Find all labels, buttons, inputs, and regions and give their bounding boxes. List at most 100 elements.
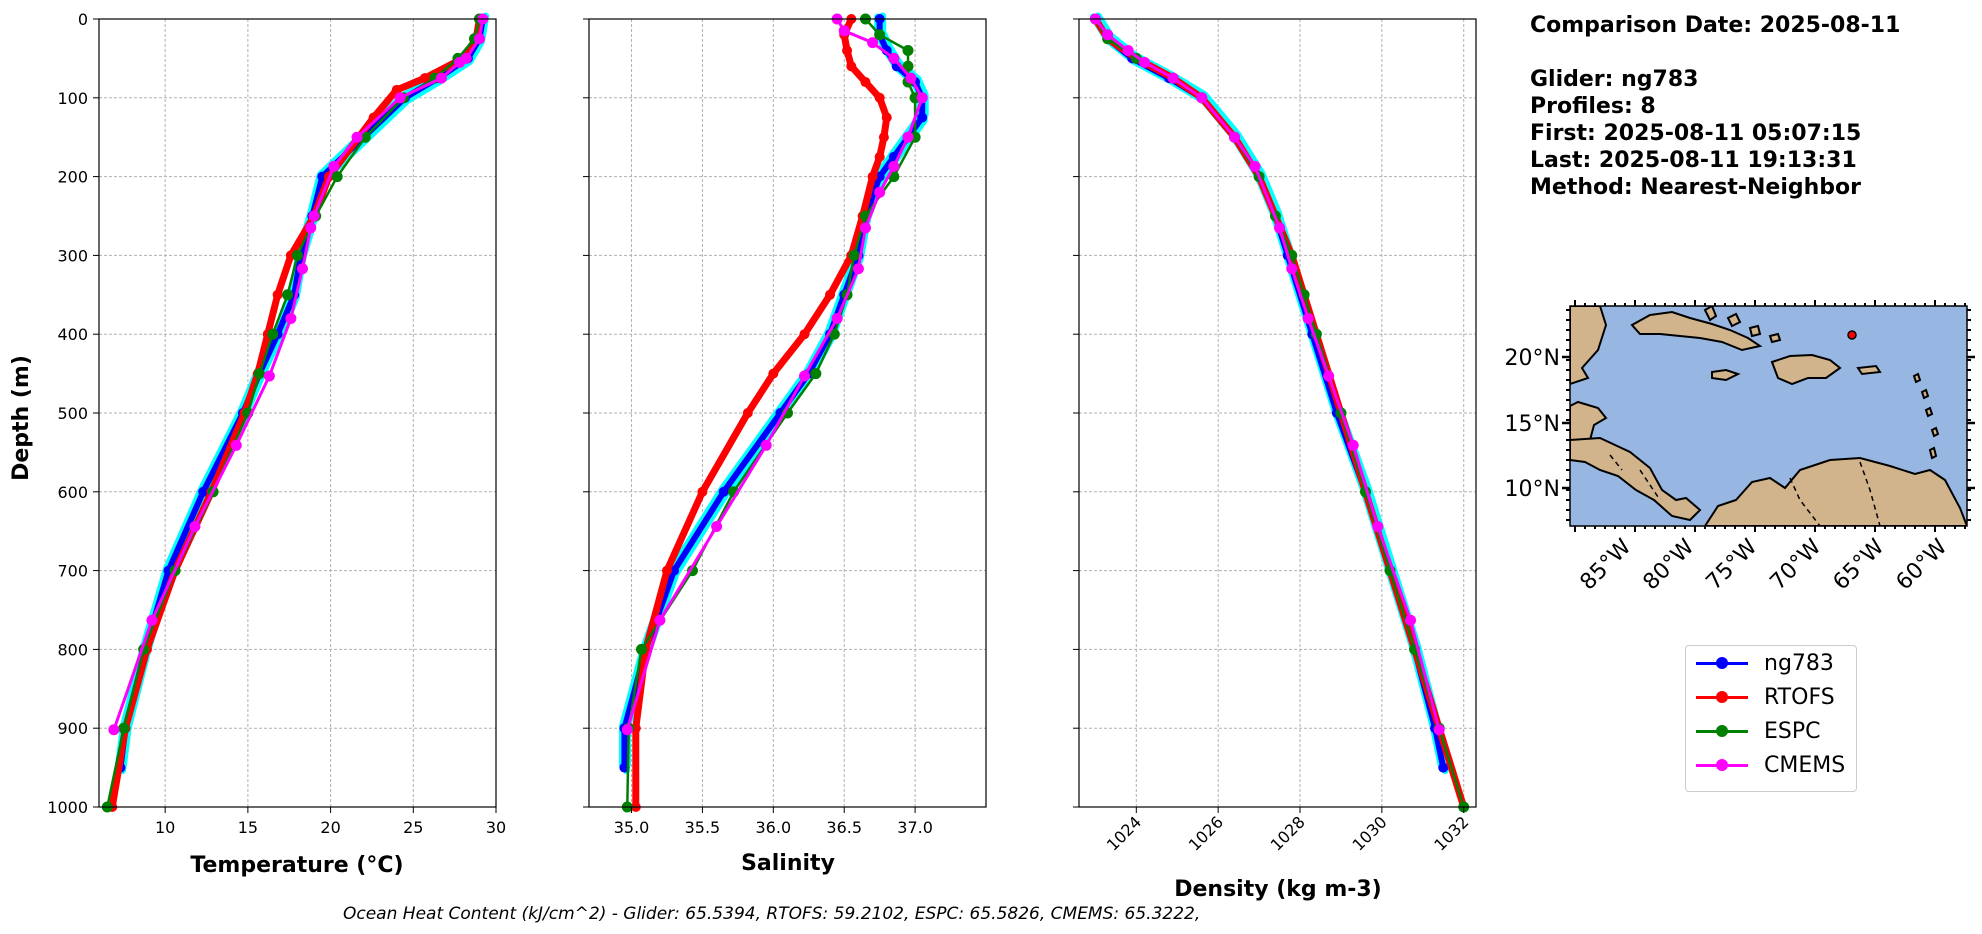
data-point-rtofs — [867, 171, 878, 182]
map-land-bahamas — [1703, 306, 1782, 344]
data-point-espc — [810, 368, 822, 380]
map-lon-label-85w: 85°W — [1576, 534, 1637, 595]
data-point-cmems — [351, 131, 363, 143]
map-land-lesser-antilles — [1912, 372, 1940, 460]
ocean-heat-content-footer: Ocean Heat Content (kJ/cm^2) - Glider: 6… — [343, 904, 1200, 924]
map-lon-label-60w: 60°W — [1892, 534, 1953, 595]
data-point-cmems — [888, 52, 900, 64]
data-point-cmems — [859, 222, 871, 234]
data-point-cmems — [902, 131, 914, 143]
data-point-cmems — [296, 263, 308, 275]
data-point-cmems — [799, 370, 811, 382]
data-point-rtofs — [661, 565, 672, 576]
data-point-rtofs — [881, 112, 892, 123]
x-tick-label: 37.0 — [897, 818, 933, 837]
glider-name: Glider: ng783 — [1530, 67, 1699, 92]
x-tick-label: 36.5 — [826, 818, 862, 837]
data-point-cmems — [473, 33, 485, 45]
legend-item-ng783: ng783 — [1696, 650, 1851, 680]
data-point-cmems — [621, 724, 633, 736]
info-panel: Comparison Date: 2025-08-11 Glider: ng78… — [1530, 12, 1900, 201]
legend-item-espc: ESPC — [1696, 718, 1851, 748]
legend-label: ESPC — [1764, 719, 1821, 744]
data-point-espc — [828, 328, 840, 340]
data-point-cmems — [1302, 312, 1314, 324]
temperature-axis-label: Temperature (°C) — [190, 853, 403, 878]
data-point-cmems — [1196, 92, 1208, 104]
glider-profile-spread — [623, 12, 929, 769]
data-point-cmems — [916, 92, 928, 104]
map-land-central-america — [1570, 436, 1702, 522]
glider-profile-spread — [115, 13, 485, 770]
data-point-cmems — [867, 37, 879, 49]
data-point-espc — [267, 328, 279, 340]
salinity-axis-label: Salinity — [741, 851, 835, 876]
data-point-rtofs — [799, 329, 810, 340]
data-point-espc — [292, 249, 303, 261]
glider-profile-spread — [120, 12, 490, 769]
data-point-cmems — [838, 25, 850, 37]
data-point-cmems — [146, 614, 158, 626]
x-tick-label: 36.0 — [756, 818, 792, 837]
data-point-cmems — [394, 92, 406, 104]
data-point-cmems — [230, 439, 242, 451]
panel-2: 1024 1026 1028 1030 1032 — [1073, 12, 1477, 855]
data-point-cmems — [1323, 370, 1335, 382]
data-point-cmems — [905, 72, 917, 84]
legend-marker — [1716, 759, 1728, 771]
data-point-cmems — [285, 312, 297, 324]
profile-count: Profiles: 8 — [1530, 94, 1656, 119]
data-point-cmems — [308, 210, 320, 222]
first-profile-time: First: 2025-08-11 05:07:15 — [1530, 121, 1862, 146]
data-point-cmems — [1229, 131, 1241, 143]
series-line-cmems — [1093, 17, 1441, 732]
y-tick-label: 0 — [78, 10, 88, 29]
x-tick-label: 20 — [320, 818, 340, 837]
data-point-rtofs — [825, 289, 836, 300]
x-tick-label: 25 — [403, 818, 423, 837]
data-point-rtofs — [697, 486, 708, 497]
map-lon-label-65w: 65°W — [1829, 534, 1890, 595]
x-tick-label: 35.0 — [614, 818, 650, 837]
data-point-espc — [902, 45, 914, 57]
y-tick-label: 900 — [57, 719, 88, 738]
data-point-cmems — [189, 520, 201, 532]
data-point-rtofs — [874, 151, 885, 162]
legend: ng783 RTOFS ESPC CMEMS — [1685, 645, 1857, 792]
location-map: 20°N 15°N 10°N 85°W 80°W 75°W 70°W 65°W … — [1505, 300, 1975, 595]
x-tick-label: 35.5 — [685, 818, 721, 837]
x-tick-label: 30 — [486, 818, 506, 837]
glider-profile-spread — [1089, 13, 1445, 770]
data-point-cmems — [831, 312, 843, 324]
y-tick-label: 200 — [57, 168, 88, 187]
data-point-ng783 — [718, 486, 729, 497]
data-point-rtofs — [842, 45, 853, 56]
data-point-espc — [874, 29, 886, 41]
x-tick-label: 1024 — [1103, 812, 1145, 854]
data-point-cmems — [711, 520, 723, 532]
map-land-mexico — [1570, 306, 1608, 386]
map-land-puerto-rico — [1856, 364, 1882, 376]
y-tick-label: 300 — [57, 246, 88, 265]
legend-marker — [1716, 725, 1728, 737]
data-point-cmems — [1249, 160, 1261, 172]
data-point-cmems — [1122, 45, 1134, 57]
data-point-rtofs — [768, 368, 779, 379]
data-point-cmems — [852, 263, 864, 275]
y-tick-label: 100 — [57, 89, 88, 108]
data-point-cmems — [1274, 222, 1286, 234]
data-point-rtofs — [874, 92, 885, 103]
data-point-ng783 — [917, 112, 928, 123]
legend-item-cmems: CMEMS — [1696, 752, 1851, 782]
y-tick-label: 700 — [57, 562, 88, 581]
data-point-cmems — [305, 222, 317, 234]
map-lat-label-15n: 15°N — [1505, 412, 1560, 437]
data-point-cmems — [435, 72, 447, 84]
data-point-espc — [635, 643, 647, 655]
legend-label: RTOFS — [1764, 685, 1835, 710]
x-tick-label: 15 — [238, 818, 258, 837]
map-land-hispaniola — [1770, 353, 1842, 386]
data-point-cmems — [1347, 439, 1359, 451]
data-point-cmems — [454, 56, 466, 68]
